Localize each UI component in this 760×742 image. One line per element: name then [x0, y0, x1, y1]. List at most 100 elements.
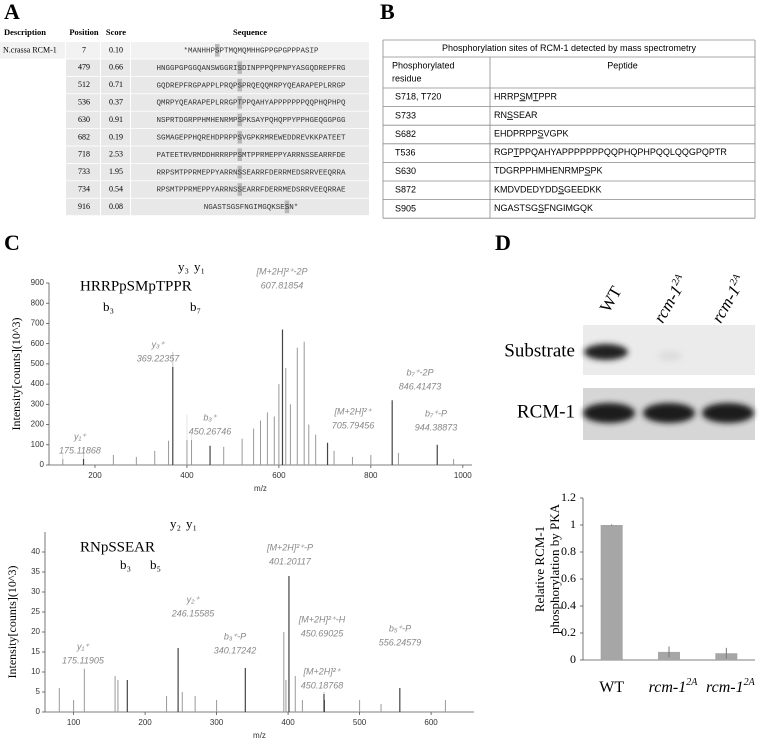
mz-label: 556.24579 — [379, 637, 422, 647]
lane-name: rcm-1 — [708, 282, 744, 326]
ion-label: [M+2H]²⁺-P — [266, 542, 313, 552]
peptide: RNSSEAR — [494, 110, 538, 120]
sequence-segment: PRQEQQMRPYQEARAPEPLRRGP — [242, 82, 346, 90]
lane-label: rcm-12A — [708, 272, 751, 327]
ion-label: y₁⁺ — [73, 431, 87, 441]
score: 1.95 — [109, 167, 123, 176]
table-cell — [0, 163, 65, 181]
sequence-segment: MTPPRMEPPYARRNSSEARRFDE — [242, 152, 346, 160]
annotation-box — [374, 621, 426, 651]
phospho-site: S — [238, 65, 243, 73]
mz-label: 246.15585 — [171, 608, 216, 618]
y-tick-label: 35 — [31, 567, 40, 576]
x-tick-label: 600 — [272, 471, 286, 480]
fragment-label: y₁ — [186, 516, 197, 531]
table-title: Phosphorylation sites of RCM-1 detected … — [442, 43, 697, 53]
y-tick-label: 800 — [31, 298, 45, 307]
y-tick-label: 0 — [36, 707, 41, 716]
ion-label: [M+2H]²⁺ — [302, 666, 341, 676]
site-highlight — [237, 78, 242, 92]
x-tick-label: 500 — [353, 718, 367, 727]
panel-label: C — [4, 230, 20, 255]
blot-band — [643, 403, 695, 423]
sequence: NSPRTDGRPPHMHENRMPSPKSAYPQHQPPYPPHGEQGGP… — [157, 117, 347, 125]
table-cell — [101, 111, 130, 129]
peptide-segment: GEEDKK — [564, 185, 602, 195]
position: 916 — [78, 202, 90, 211]
position: 479 — [78, 63, 90, 72]
sequence-segment: DINPPPQPPNPYASGQDREPFRG — [242, 65, 346, 73]
peptide: NGASTSGSFNGIMGQK — [494, 203, 593, 213]
score: 0.54 — [109, 185, 123, 194]
table-cell — [131, 42, 369, 59]
site-highlight — [237, 96, 242, 109]
site-highlight — [237, 165, 242, 179]
sequence-segment: PTMQMQMHHGPPGPGPPPASIP — [220, 47, 320, 55]
table-cell — [66, 146, 100, 163]
site-highlight — [215, 44, 220, 57]
table-cell — [131, 198, 369, 216]
blot-band — [658, 351, 682, 361]
table-cell — [101, 59, 130, 76]
table-cell — [66, 198, 100, 216]
blot-image — [583, 325, 755, 440]
sequence-segment: SEARRFDERRMEDSRRVEEQRRA — [242, 169, 346, 177]
annotation-box — [327, 404, 379, 434]
annotation-box — [184, 410, 236, 440]
y-axis-label: Intensity[counts](10^3) — [9, 318, 23, 431]
table-cell — [0, 42, 65, 59]
mz-label: 450.69025 — [301, 628, 345, 638]
sequence-segment: PATEETRVRMDDHRRRPP — [157, 152, 239, 160]
position: 718 — [78, 150, 90, 159]
ion-label: y₁⁺ — [76, 641, 90, 651]
residue: S905 — [395, 203, 416, 213]
y-tick-label: 0 — [40, 460, 45, 469]
peptide-segment: TDGRPPHMHENRMP — [494, 166, 585, 176]
table-header: Description — [4, 27, 46, 37]
x-axis-label: m/z — [254, 484, 267, 493]
y-tick-label: 900 — [31, 278, 45, 287]
y-tick-label: 1.2 — [561, 490, 576, 504]
ion-label: b₅⁺-P — [389, 623, 411, 633]
mz-label: 846.41473 — [399, 381, 442, 391]
table-cell — [66, 163, 100, 181]
sequence: NGASTSGSFNGIMGQKSESN* — [204, 204, 299, 212]
peptide: HRRPSMTPPR — [494, 92, 558, 102]
table-cell — [0, 129, 65, 146]
table-cell — [0, 146, 65, 163]
residue: S872 — [395, 185, 416, 195]
table-cell — [66, 76, 100, 94]
x-tick-label: 400 — [281, 718, 295, 727]
table-cell — [131, 129, 369, 146]
ion-label: b₃⁺-P — [224, 631, 246, 641]
panel-label: A — [4, 0, 20, 24]
y-tick-label: 1 — [570, 517, 576, 531]
y-tick-label: 40 — [31, 547, 40, 556]
mz-label: 607.81854 — [261, 280, 304, 290]
blot-band — [584, 344, 628, 360]
annotation-box — [167, 592, 219, 622]
table-cell — [66, 94, 100, 111]
phospho-site: S — [538, 203, 544, 213]
annotation-box — [296, 612, 348, 642]
residue: S718, T720 — [395, 92, 441, 102]
phospho-site: S — [585, 166, 591, 176]
x-tick-label: 1000 — [454, 471, 472, 480]
y-tick-label: 10 — [31, 667, 40, 676]
sequence-segment: EARRFDERRMEDSRRVEEQRRAE — [242, 187, 346, 195]
peptide-segment: RGP — [494, 147, 514, 157]
peptide: EHDPRPPSVGPK — [494, 129, 569, 139]
lane-name: rcm-1 — [650, 282, 686, 326]
sequence-segment: RPSMTPPRMEPPYARRNS — [157, 187, 239, 195]
phospho-site: S — [538, 129, 544, 139]
phospho-site: S — [238, 152, 243, 160]
ion-label: [M+2H]²⁺-2P — [255, 266, 307, 276]
sequence-segment: RRPSMTPPRMEPPYARRN — [157, 169, 238, 177]
residue: T536 — [395, 147, 416, 157]
score: 0.91 — [109, 115, 123, 124]
category-superscript: 2A — [686, 677, 698, 688]
sequence-segment: QMRPYQEARAPEPLRRGP — [157, 100, 239, 108]
ion-label: [M+2H]²⁺ — [333, 406, 372, 416]
table-cell — [101, 146, 130, 163]
y-axis-label: phosphorylation by PKA — [547, 503, 562, 634]
